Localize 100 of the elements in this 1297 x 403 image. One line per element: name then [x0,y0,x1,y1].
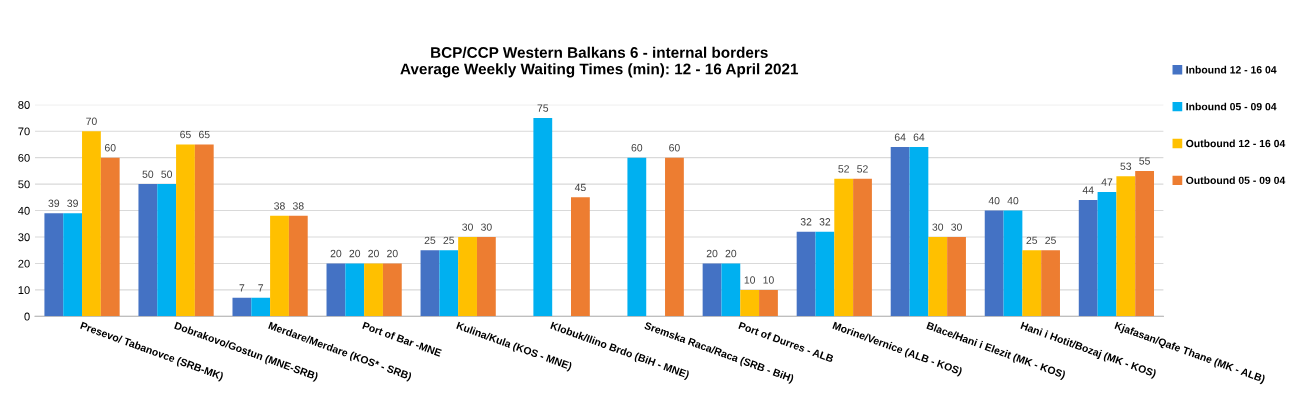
data-label: 7 [258,284,264,292]
data-label: 10 [744,276,756,284]
bar [288,215,308,317]
data-label: 39 [48,199,60,207]
bar [364,263,383,317]
data-label: 44 [1082,186,1094,194]
bar [251,297,271,317]
legend-label: Outbound 05 - 09 04 [1186,176,1286,185]
data-label: 75 [537,104,549,112]
data-label: 64 [894,133,906,141]
bar [63,213,83,317]
y-tick-label: 0 [24,312,30,321]
data-label: 20 [368,249,379,258]
bar [740,289,760,317]
data-label: 32 [800,218,812,226]
bar [326,263,346,317]
bar [571,197,590,317]
data-label: 39 [67,199,78,207]
y-tick-label: 50 [18,180,30,189]
bar [420,250,440,317]
data-label: 60 [669,144,680,152]
y-tick-label: 30 [18,233,30,242]
bar [82,131,101,317]
data-label: 64 [913,133,925,141]
data-label: 50 [142,170,154,178]
bar [853,178,872,317]
bar [928,237,948,317]
bar [759,289,778,317]
data-label: 55 [1139,157,1150,165]
data-label: 25 [424,236,436,245]
bar [1097,192,1117,317]
data-label: 70 [86,117,97,125]
data-label: 40 [1007,196,1019,205]
data-label: 25 [443,236,455,245]
data-label: 30 [932,223,944,231]
data-label: 60 [631,144,643,152]
bar [702,263,722,317]
bar [1041,250,1060,317]
bar [721,263,741,317]
data-label: 20 [349,249,361,258]
bar [100,157,120,317]
bar [439,250,459,317]
bar [834,178,854,317]
bar [1135,170,1155,317]
bar [345,263,365,317]
x-tick-label: Port of Bar -MNE [362,321,443,357]
data-label: 50 [161,170,173,178]
bar [138,184,158,317]
bar [476,237,496,317]
bar [232,297,252,317]
bar [157,184,177,317]
bar [796,231,816,317]
y-tick-label: 40 [18,206,30,215]
data-label: 30 [951,223,962,231]
bar [890,147,910,317]
data-label: 20 [387,249,398,258]
data-label: 47 [1101,178,1113,186]
data-label: 45 [574,183,586,192]
data-label: 25 [1045,236,1056,245]
data-label: 60 [104,144,116,152]
bar [382,263,402,317]
data-label: 20 [330,249,342,258]
y-tick-label: 60 [18,153,30,162]
bar [458,237,477,317]
bar [533,118,553,317]
data-label: 20 [725,249,737,258]
bar [627,157,647,317]
bar [270,215,289,317]
data-label: 32 [819,218,831,226]
data-label: 38 [274,202,285,210]
bar [176,144,195,317]
legend-label: Inbound 12 - 16 04 [1186,65,1277,74]
data-label: 53 [1120,162,1132,170]
bar [1116,176,1136,317]
data-label: 30 [462,223,473,231]
y-tick-label: 20 [18,259,30,268]
data-label: 25 [1026,236,1038,245]
legend-label: Inbound 05 - 09 04 [1186,102,1277,111]
bar [815,231,835,317]
y-tick-label: 10 [18,286,30,295]
data-label: 20 [706,249,718,258]
data-label: 30 [480,223,492,231]
data-label: 38 [292,202,304,210]
data-label: 65 [180,130,191,139]
bar [665,157,684,317]
bar [44,213,64,317]
bar [1003,210,1023,317]
bar [947,237,966,317]
bar [909,147,929,317]
data-label: 10 [763,276,774,284]
legend-label: Outbound 12 - 16 04 [1186,139,1286,148]
y-tick-label: 80 [18,101,30,109]
data-label: 65 [199,130,210,139]
data-label: 40 [988,196,1000,205]
y-tick-label: 70 [18,127,30,136]
bar [1022,250,1042,317]
chart-title: BCP/CCP Western Balkans 6 - internal borders Average Weekly Waiting Times (min): 12 - 16 April 2021 [400,46,799,78]
data-label: 7 [239,284,245,292]
bar [194,144,214,317]
bar [984,210,1004,317]
